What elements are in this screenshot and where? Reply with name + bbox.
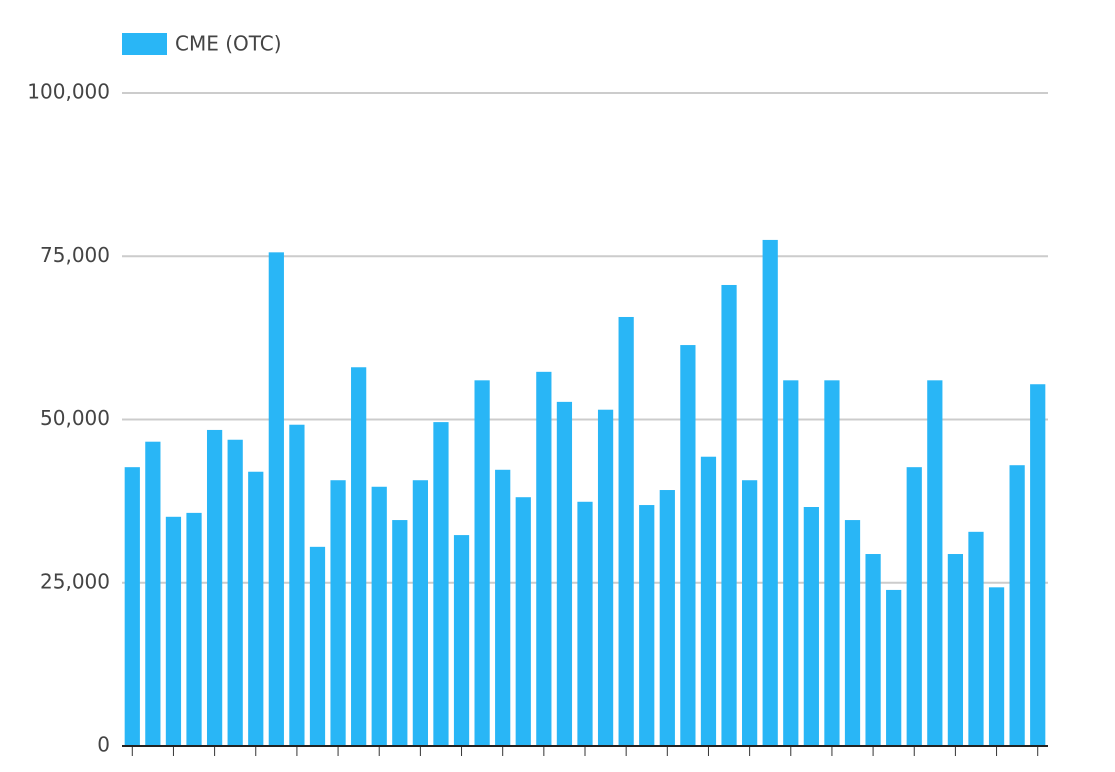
- bar: [330, 480, 346, 746]
- bar: [639, 505, 655, 746]
- bar: [680, 345, 696, 746]
- bar: [700, 456, 717, 746]
- bar: [988, 587, 1005, 746]
- bar: [495, 469, 511, 746]
- bar: [351, 367, 367, 746]
- legend-label: CME (OTC): [175, 32, 282, 56]
- y-tick-label: 25,000: [40, 569, 110, 593]
- bar: [186, 512, 202, 746]
- bar: [865, 554, 881, 746]
- bar: [206, 429, 223, 746]
- bar: [803, 507, 819, 746]
- bar: [1030, 384, 1046, 746]
- bar: [124, 467, 140, 746]
- bar: [577, 501, 593, 746]
- bar: [783, 380, 799, 746]
- y-tick-label: 50,000: [40, 406, 110, 430]
- bar: [886, 589, 902, 746]
- bar: [453, 535, 470, 746]
- bar: [248, 471, 264, 746]
- bar: [412, 480, 428, 746]
- y-tick-label: 0: [97, 733, 110, 757]
- bar: [618, 316, 634, 746]
- bar: [145, 441, 161, 746]
- bar: [597, 409, 614, 746]
- bar: [927, 380, 943, 746]
- bar: [289, 424, 305, 746]
- bar: [515, 497, 531, 746]
- bar: [536, 371, 552, 746]
- legend-swatch: [122, 33, 167, 55]
- bar: [392, 520, 408, 746]
- bar: [824, 380, 840, 746]
- bar: [556, 401, 573, 746]
- bar: [309, 546, 326, 746]
- y-tick-label: 100,000: [27, 80, 110, 104]
- bar: [721, 284, 737, 746]
- bar: [474, 380, 490, 746]
- bar: [947, 554, 964, 746]
- bar: [659, 490, 675, 746]
- bar: [742, 480, 758, 746]
- bar: [762, 239, 778, 747]
- bar: [371, 486, 387, 746]
- bar: [227, 439, 243, 746]
- bar: [968, 531, 984, 746]
- y-tick-label: 75,000: [40, 243, 110, 267]
- bar: [1009, 465, 1025, 746]
- bar: [844, 520, 861, 746]
- bar: [906, 467, 922, 746]
- bar: [268, 252, 284, 746]
- bar: [433, 422, 449, 746]
- bar: [165, 516, 182, 746]
